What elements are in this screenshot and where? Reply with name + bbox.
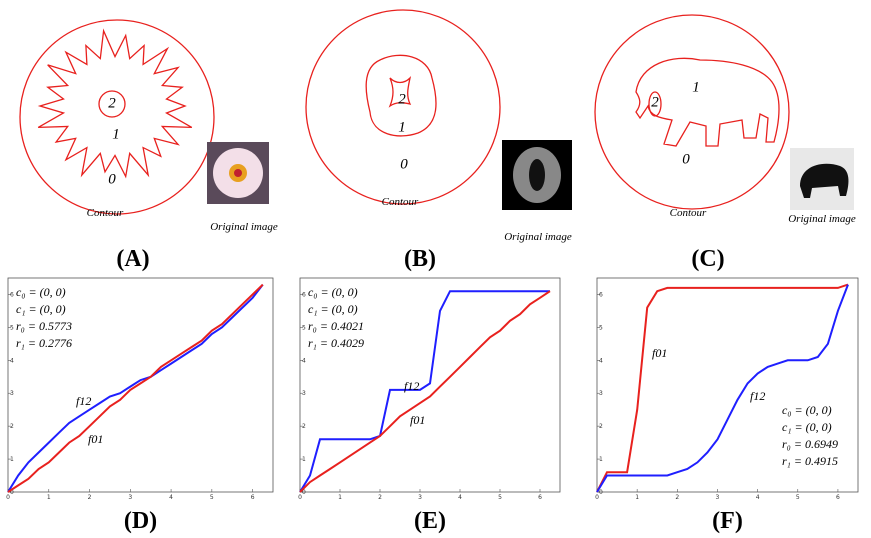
image-caption: Original image	[504, 231, 572, 243]
y-tick-label: 6	[302, 291, 306, 298]
series-label: f01	[410, 413, 425, 427]
region-label: 1	[112, 126, 120, 142]
x-tick-label: 5	[796, 494, 800, 501]
annotation: c₁ = (0, 0)	[308, 302, 358, 316]
y-tick-label: 6	[10, 291, 14, 298]
x-tick-label: 4	[756, 494, 760, 501]
series-label: f12	[750, 389, 765, 403]
x-tick-label: 3	[128, 494, 132, 501]
x-tick-label: 3	[418, 494, 422, 501]
x-tick-label: 3	[716, 494, 720, 501]
region-label: 2	[108, 95, 116, 111]
annotation: r₀ = 0.4021	[308, 319, 364, 333]
image-caption: Original image	[788, 213, 856, 225]
annotation: r₁ = 0.4029	[308, 336, 364, 350]
panel-label: (F)	[712, 508, 743, 534]
panel-label: (B)	[404, 246, 436, 272]
region-label: 1	[398, 119, 406, 135]
y-tick-label: 5	[10, 324, 14, 331]
panel-label: (C)	[691, 246, 724, 272]
y-tick-label: 3	[10, 390, 14, 397]
y-tick-label: 6	[599, 291, 603, 298]
series-label: f12	[404, 379, 419, 393]
x-tick-label: 2	[675, 494, 679, 501]
y-tick-label: 2	[302, 423, 306, 430]
y-tick-label: 4	[599, 357, 603, 364]
series-label: f12	[76, 394, 91, 408]
annotation: c₀ = (0, 0)	[16, 285, 66, 299]
y-tick-label: 4	[10, 357, 14, 364]
annotation: r₁ = 0.2776	[16, 336, 72, 350]
y-tick-label: 5	[599, 324, 603, 331]
annotation: r₀ = 0.5773	[16, 319, 72, 333]
y-tick-label: 4	[302, 357, 306, 364]
panel-label: (D)	[124, 508, 157, 534]
contour-caption: Contour	[382, 196, 419, 208]
figure: (A) 0 1 2 Contour Original image (B) 0 1 2 Contour…	[0, 0, 871, 538]
x-tick-label: 2	[88, 494, 92, 501]
region-label: 2	[398, 91, 406, 107]
panel-label: (E)	[414, 508, 446, 534]
annotation: c₀ = (0, 0)	[308, 285, 358, 299]
y-tick-label: 0	[599, 489, 603, 496]
series-label: f01	[652, 346, 667, 360]
y-tick-label: 3	[302, 390, 306, 397]
contour-caption: Contour	[670, 207, 707, 219]
panel-label: (A)	[116, 246, 149, 272]
image-caption: Original image	[210, 221, 278, 233]
region-label: 0	[108, 171, 116, 187]
y-tick-label: 1	[599, 456, 603, 463]
y-tick-label: 3	[599, 390, 603, 397]
region-label: 0	[682, 151, 690, 167]
x-tick-label: 5	[498, 494, 502, 501]
x-tick-label: 2	[378, 494, 382, 501]
y-tick-label: 1	[302, 456, 306, 463]
y-tick-label: 2	[599, 423, 603, 430]
y-tick-label: 1	[10, 456, 14, 463]
annotation: c₁ = (0, 0)	[16, 302, 66, 316]
x-tick-label: 1	[338, 494, 342, 501]
contour-caption: Contour	[87, 207, 124, 219]
x-tick-label: 4	[169, 494, 173, 501]
x-tick-label: 1	[635, 494, 639, 501]
region-label: 1	[692, 79, 700, 95]
region-label: 2	[651, 94, 659, 110]
y-tick-label: 2	[10, 423, 14, 430]
x-tick-label: 5	[210, 494, 214, 501]
region-label: 0	[400, 156, 408, 172]
annotation: c₁ = (0, 0)	[782, 420, 832, 434]
annotation: r₁ = 0.4915	[782, 454, 838, 468]
x-tick-label: 6	[836, 494, 840, 501]
series-label: f01	[88, 432, 103, 446]
x-tick-label: 6	[251, 494, 255, 501]
x-tick-label: 4	[458, 494, 462, 501]
y-tick-label: 5	[302, 324, 306, 331]
x-tick-label: 6	[538, 494, 542, 501]
contours	[20, 10, 789, 214]
annotation: r₀ = 0.6949	[782, 437, 838, 451]
x-tick-label: 1	[47, 494, 51, 501]
thumbnails	[207, 140, 854, 210]
annotation: c₀ = (0, 0)	[782, 403, 832, 417]
